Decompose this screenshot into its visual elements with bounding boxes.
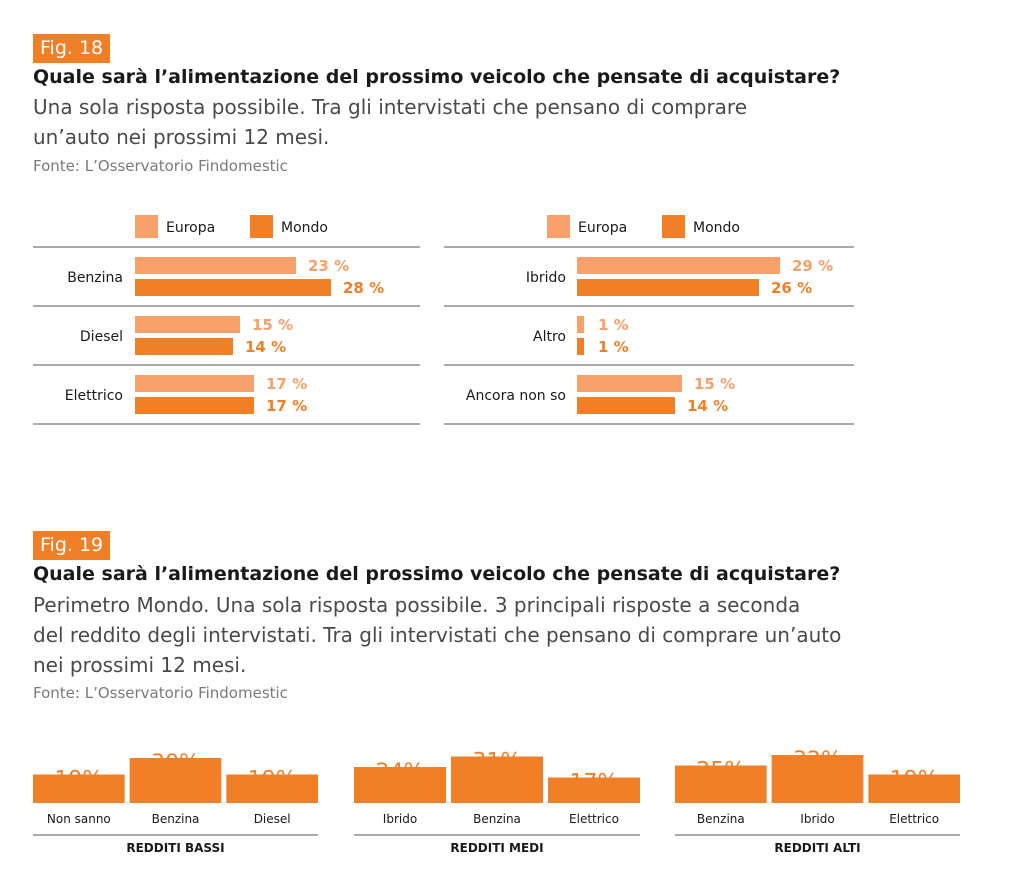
fig19-group-1-bar: [129, 758, 222, 803]
fig19-group-3-category-label: Ibrido: [800, 812, 834, 826]
fig18-chart-2-legend-swatch-mondo: [662, 215, 685, 238]
fig19-group-2-category-label: Benzina: [473, 812, 521, 826]
fig18-chart-1-category-label: Diesel: [80, 329, 123, 345]
fig19-label: Fig. 19: [33, 531, 111, 560]
fig19-subtitle-line-1: Perimetro Mondo. Una sola risposta possi…: [33, 593, 801, 617]
fig18-chart-2-value-label-mondo: 1 %: [598, 338, 629, 356]
fig19-source: Fonte: L’Osservatorio Findomestic: [33, 684, 288, 702]
fig18-chart-2-legend-swatch-europa: [547, 215, 570, 238]
fig18-chart-2-category-label: Ibrido: [526, 270, 566, 286]
fig19-group-2-group-label: REDDITI MEDI: [450, 841, 543, 855]
fig19-group-1-value-label: 19%: [54, 768, 103, 793]
fig19-group-3-bar: [675, 765, 767, 803]
fig19-subtitle-line-2: del reddito degli intervistati. Tra gli …: [33, 623, 842, 647]
fig18-chart-2-value-label-mondo: 14 %: [687, 397, 728, 415]
fig19-group-3-bar: [771, 755, 864, 803]
fig19-group-1-bar: [226, 774, 318, 803]
fig19-group-2-bar: [354, 767, 446, 803]
fig18-chart-2-category-label: Ancora non so: [466, 388, 566, 404]
fig18-chart-1-value-label-europa: 23 %: [308, 257, 349, 275]
fig19-group-1-category-label: Benzina: [152, 812, 200, 826]
fig19-group-2-value-label: 24%: [376, 760, 425, 785]
fig19-group-1-group-label: REDDITI BASSI: [126, 841, 224, 855]
fig19-group-2-value-label: 31%: [473, 750, 522, 775]
fig18-chart-2-category-label: Altro: [533, 329, 566, 345]
fig19-group-1-value-label: 19%: [248, 768, 297, 793]
fig19-group-1-category-label: Non sanno: [47, 812, 111, 826]
fig18-chart-1-bar-europa: [135, 257, 296, 274]
fig18-chart-2-value-label-mondo: 26 %: [771, 279, 812, 297]
fig19-group-3-category-label: Elettrico: [889, 812, 939, 826]
fig18-chart-2-bar-mondo: [577, 279, 759, 296]
fig18-chart-1-value-label-mondo: 14 %: [245, 338, 286, 356]
fig19-group-3-bar: [868, 774, 960, 803]
fig18-chart-2-bar-europa: [577, 257, 780, 274]
fig18-chart-1-value-label-mondo: 17 %: [266, 397, 307, 415]
fig19-group-1-value-label: 30%: [151, 751, 200, 776]
fig18-chart-1-bar-mondo: [135, 279, 331, 296]
fig19-subtitle-line-3: nei prossimi 12 mesi.: [33, 653, 247, 677]
fig19-group-1-category-label: Diesel: [254, 812, 291, 826]
fig18-title: Quale sarà l’alimentazione del prossimo …: [33, 66, 841, 88]
fig19-title: Quale sarà l’alimentazione del prossimo …: [33, 563, 841, 585]
fig18-label: Fig. 18: [33, 34, 111, 63]
fig18-chart-1-value-label-europa: 17 %: [266, 375, 307, 393]
fig19-group-1-bar: [33, 774, 125, 803]
fig18-chart-1-legend-label-europa: Europa: [166, 220, 215, 236]
fig18-chart-1-category-label: Benzina: [67, 270, 123, 286]
fig19-group-2-value-label: 17%: [570, 771, 619, 796]
fig19-group-2-category-label: Elettrico: [569, 812, 619, 826]
fig18-chart-1-legend-label-mondo: Mondo: [281, 220, 328, 236]
fig19-group-3-category-label: Benzina: [697, 812, 745, 826]
fig18-chart-2-bar-europa: [577, 316, 584, 333]
fig18-chart-2-bar-europa: [577, 375, 682, 392]
fig19-group-3-value-label: 25%: [696, 759, 745, 784]
fig18-chart-2-legend-label-europa: Europa: [578, 220, 627, 236]
fig18-chart-2-legend-label-mondo: Mondo: [693, 220, 740, 236]
fig19-group-2-bar: [451, 756, 543, 803]
fig18-subtitle-line-2: un’auto nei prossimi 12 mesi.: [33, 125, 330, 149]
fig18-chart-2-value-label-europa: 15 %: [694, 375, 735, 393]
fig19-group-3-value-label: 19%: [890, 768, 939, 793]
fig18-chart-1-legend-swatch-mondo: [250, 215, 273, 238]
fig18-chart-1-category-label: Elettrico: [65, 388, 123, 404]
fig18-chart-1-bar-mondo: [135, 338, 233, 355]
fig18-chart-2-value-label-europa: 1 %: [598, 316, 629, 334]
fig18-chart-2-bar-mondo: [577, 338, 584, 355]
fig18-source: Fonte: L’Osservatorio Findomestic: [33, 157, 288, 175]
fig18-chart-1-bar-europa: [135, 316, 240, 333]
fig19-group-2-category-label: Ibrido: [383, 812, 417, 826]
fig18-chart-1-value-label-europa: 15 %: [252, 316, 293, 334]
fig18-chart-1-legend-swatch-europa: [135, 215, 158, 238]
fig18-subtitle-line-1: Una sola risposta possibile. Tra gli int…: [33, 95, 748, 119]
fig19-group-3-value-label: 32%: [793, 748, 842, 773]
fig18-chart-1-bar-mondo: [135, 397, 254, 414]
fig19-group-2-bar: [548, 777, 640, 803]
fig18-chart-2-value-label-europa: 29 %: [792, 257, 833, 275]
fig19-group-3-group-label: REDDITI ALTI: [774, 841, 860, 855]
fig18-chart-1-bar-europa: [135, 375, 254, 392]
fig18-chart-2-bar-mondo: [577, 397, 675, 414]
fig18-chart-1-value-label-mondo: 28 %: [343, 279, 384, 297]
